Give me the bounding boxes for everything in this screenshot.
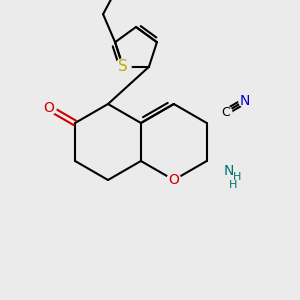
Circle shape [220,106,232,118]
Text: C: C [221,106,230,118]
Circle shape [42,101,56,115]
Text: H: H [229,180,237,190]
Circle shape [239,95,251,107]
Circle shape [115,59,131,75]
Text: O: O [168,173,179,187]
Circle shape [167,173,181,187]
Text: O: O [44,101,55,115]
Text: N: N [240,94,250,108]
Text: N: N [224,164,234,178]
Circle shape [217,159,241,183]
Text: H: H [232,172,241,182]
Text: S: S [118,59,128,74]
